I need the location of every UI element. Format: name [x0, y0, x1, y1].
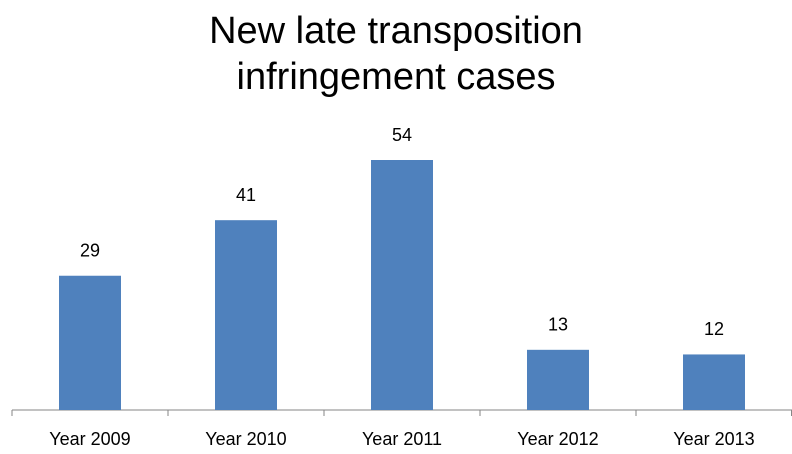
data-label: 12	[704, 319, 724, 339]
chart-title: New late transposition infringement case…	[209, 10, 583, 98]
bar	[59, 275, 121, 410]
data-label: 41	[236, 185, 256, 205]
bar	[683, 354, 745, 410]
data-label: 13	[548, 315, 568, 335]
bar	[527, 349, 589, 410]
data-label: 29	[80, 240, 100, 260]
title-box: New late transposition infringement case…	[0, 8, 792, 100]
x-tick-label: Year 2009	[49, 429, 130, 449]
bar	[371, 160, 433, 410]
data-label: 54	[392, 125, 412, 145]
x-tick-label: Year 2011	[362, 429, 442, 449]
bar	[215, 220, 277, 410]
x-tick-label: Year 2013	[673, 429, 754, 449]
x-tick-label: Year 2012	[517, 429, 598, 449]
x-tick-label: Year 2010	[205, 429, 286, 449]
